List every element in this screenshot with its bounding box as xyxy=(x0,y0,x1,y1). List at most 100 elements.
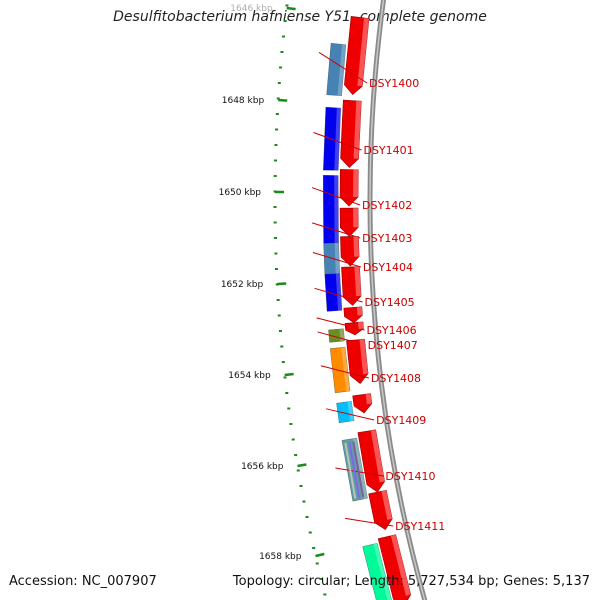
scale-dot xyxy=(283,376,287,379)
scale-tick-label: 1648 kbp xyxy=(222,96,265,106)
gene-label-line xyxy=(318,52,368,84)
scale-dot xyxy=(281,361,285,363)
gene-arrow-shade xyxy=(370,429,385,483)
scale-dot xyxy=(275,268,279,270)
gene-function-block-shade xyxy=(334,242,340,274)
gene-label: DSY1403 xyxy=(362,232,412,245)
gene-label: DSY1405 xyxy=(365,296,415,309)
gene-function-block-shade xyxy=(337,44,346,96)
gene-function-block-shade xyxy=(341,347,351,392)
scale-dot xyxy=(281,35,285,38)
gene-label: DSY1400 xyxy=(369,77,419,90)
gene-arrow-shade xyxy=(353,208,359,228)
scale-dot xyxy=(278,330,282,332)
scale-dot xyxy=(273,159,277,162)
scale-dot xyxy=(319,578,323,580)
scale-dot xyxy=(299,485,303,487)
scale-dot xyxy=(276,97,280,100)
scale-dot xyxy=(308,531,312,534)
scale-tick-label: 1656 kbp xyxy=(241,462,284,472)
genome-info-text: Topology: circular; Length: 5,727,534 bp… xyxy=(232,574,590,589)
scale-dot xyxy=(279,66,283,69)
gene-arrow-shade xyxy=(359,339,369,375)
gene-arrow-shade xyxy=(390,534,411,596)
gene-arrow-shade xyxy=(353,236,360,257)
scale-dot xyxy=(291,438,295,441)
scale-dot xyxy=(287,407,291,410)
gene-arrow-shade xyxy=(357,321,364,330)
scale-tick-label: 1652 kbp xyxy=(221,280,264,290)
gene-arrow-shade xyxy=(365,393,372,405)
gene-function-block-shade xyxy=(373,543,392,600)
gene-label-line xyxy=(313,132,362,151)
gene-function-block-shade xyxy=(334,107,341,171)
scale-dot xyxy=(323,593,327,596)
gene-label: DSY1407 xyxy=(368,339,418,352)
scale-dot xyxy=(277,314,281,317)
gene-arrow-shade xyxy=(353,100,362,159)
gene-label: DSY1402 xyxy=(362,199,412,212)
scale-dot xyxy=(315,562,319,565)
gene-function-block xyxy=(336,401,355,423)
gene-label-line xyxy=(345,517,394,527)
gene-function-block xyxy=(328,328,345,343)
gene-label: DSY1401 xyxy=(363,144,413,157)
scale-major-tick xyxy=(284,372,294,377)
scale-tick-label: 1654 kbp xyxy=(228,371,271,381)
scale-major-tick xyxy=(297,463,307,468)
scale-dot xyxy=(302,500,306,503)
gene-label: DSY1409 xyxy=(376,414,426,427)
gene-label-line xyxy=(312,222,361,239)
scale-major-tick xyxy=(278,98,288,102)
scale-tick-label: 1658 kbp xyxy=(259,552,302,562)
scale-dot xyxy=(305,516,309,518)
gene-label-line xyxy=(326,408,375,421)
scale-dot xyxy=(285,4,289,7)
scale-dot xyxy=(294,454,298,456)
gene-label: DSY1406 xyxy=(366,324,416,337)
scale-dot xyxy=(273,221,277,224)
scale-dot xyxy=(280,345,284,348)
gene-label-line xyxy=(320,365,370,379)
gene-arrow-shade xyxy=(356,306,363,316)
scale-tick-label: 1650 kbp xyxy=(219,188,262,198)
scale-dot xyxy=(273,206,277,208)
scale-dot xyxy=(312,547,316,549)
scale-dot xyxy=(274,252,278,255)
scale-dot xyxy=(280,51,284,53)
gene-function-block xyxy=(330,346,351,394)
scale-major-tick xyxy=(286,6,296,11)
gene-label: DSY1404 xyxy=(363,261,413,274)
scale-dot xyxy=(274,144,278,146)
scale-dot xyxy=(283,20,287,22)
gene-function-block-shade xyxy=(352,438,368,500)
gene-label-line xyxy=(314,287,363,303)
scale-tick-label: 1646 kbp xyxy=(230,4,273,14)
gene-arrow-shade xyxy=(381,490,393,520)
genome-title: Desulfitobacterium hafniense Y51, comple… xyxy=(113,9,487,25)
gene-function-block xyxy=(326,43,347,96)
scale-dot xyxy=(296,469,300,472)
gene-function-block xyxy=(362,543,392,600)
gene-function-block-shade xyxy=(335,273,343,311)
scale-major-tick xyxy=(315,552,325,558)
scale-dot xyxy=(275,128,279,131)
scale-dot xyxy=(276,299,280,301)
gene-function-block-shade xyxy=(334,175,339,244)
gene-arrow-shade xyxy=(353,169,359,198)
scale-dot xyxy=(273,175,277,177)
gene-label: DSY1411 xyxy=(395,520,445,533)
accession-text: Accession: NC_007907 xyxy=(9,574,157,589)
gene-arrow-shade xyxy=(357,17,370,87)
gene-arrow-shade xyxy=(354,266,362,297)
scale-dot xyxy=(275,113,279,115)
scale-dot xyxy=(289,423,293,425)
gene-label-line xyxy=(312,251,362,268)
scale-dot xyxy=(285,392,289,394)
gene-function-stripe xyxy=(352,441,365,498)
genome-backbone-highlight xyxy=(369,0,426,600)
gene-label: DSY1410 xyxy=(385,470,435,483)
gene-label: DSY1408 xyxy=(371,372,421,385)
